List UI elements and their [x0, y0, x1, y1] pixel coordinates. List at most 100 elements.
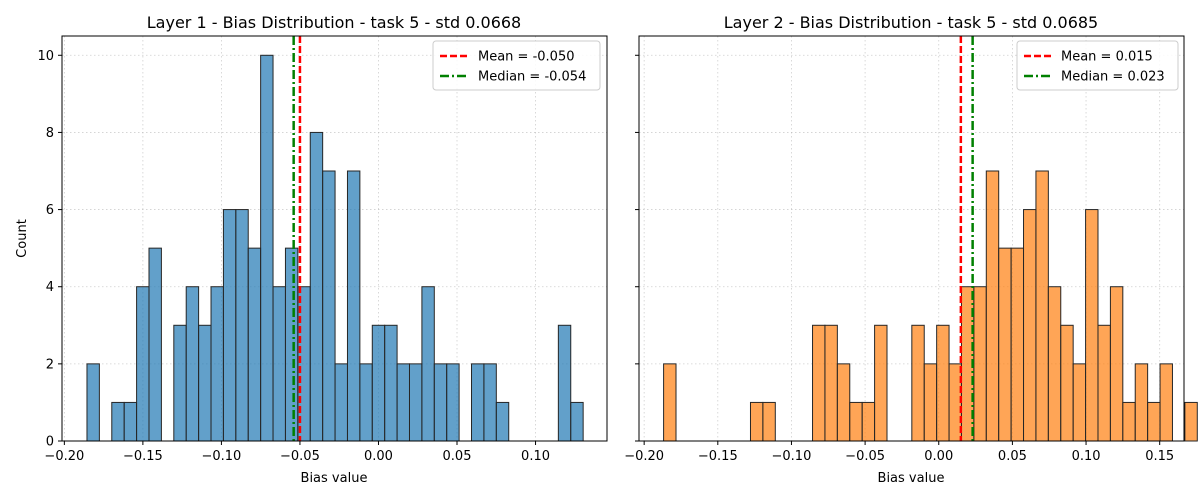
chart-2-bar: [1097, 324, 1111, 442]
chart-2-bar: [936, 324, 950, 442]
chart-2-bar: [985, 170, 1000, 442]
chart-2-bar: [861, 401, 876, 442]
chart-2-y-ticks: [635, 54, 639, 442]
chart-1-bars: [86, 54, 584, 442]
chart-2-bar: [824, 324, 838, 442]
chart-1-bar: [346, 170, 361, 442]
chart-2-bar: [812, 324, 826, 442]
chart-1-bar: [446, 363, 460, 442]
chart-2-bar: [836, 363, 851, 442]
chart-1-xlabel: Bias value: [301, 471, 368, 486]
chart-1-bar: [148, 247, 162, 442]
chart-1-bar: [421, 286, 435, 442]
chart-1-bar: [471, 363, 485, 442]
chart-2-bar: [663, 363, 677, 442]
chart-2-xtick-label: −0.10: [772, 449, 812, 464]
chart-2-bar: [849, 401, 863, 442]
chart-2-x-ticks: −0.20 −0.15 −0.10 −0.05 0.00 0.05 0.10 0.15: [624, 441, 1174, 464]
chart-2-legend-mean-label: Mean = 0.015: [1061, 50, 1153, 65]
chart-2-xtick-label: −0.15: [698, 449, 738, 464]
chart-1-bar: [198, 324, 212, 442]
chart-2-bar: [1060, 324, 1074, 442]
chart-2-bar: [1023, 209, 1037, 442]
chart-1-bar: [136, 286, 150, 442]
chart-1-bar: [396, 363, 410, 442]
chart-2-bar: [1035, 170, 1049, 442]
chart-2-bar: [1184, 401, 1198, 442]
chart-1-ytick-label: 8: [46, 126, 54, 141]
chart-1-ytick-label: 4: [46, 280, 54, 295]
chart-1-bar: [322, 170, 336, 442]
chart-1-ytick-label: 6: [46, 203, 54, 218]
chart-1-bar: [260, 54, 274, 442]
chart-layer-2: Layer 2 - Bias Distribution - task 5 - s…: [624, 13, 1198, 486]
chart-2-bar: [874, 324, 888, 442]
chart-2-bar: [762, 401, 776, 442]
chart-1-bar: [408, 363, 423, 442]
chart-1-bar: [284, 247, 299, 442]
chart-1-bar: [222, 209, 237, 442]
chart-1-bar: [86, 363, 100, 442]
chart-2-plot-frame: [638, 35, 1185, 442]
chart-2-legend: Mean = 0.015 Median = 0.023: [1016, 40, 1179, 91]
chart-1-bar: [247, 247, 262, 442]
chart-1-bar: [309, 131, 324, 442]
chart-1-xtick-label: 0.10: [521, 449, 550, 464]
chart-2-title: Layer 2 - Bias Distribution - task 5 - s…: [724, 13, 1098, 32]
chart-2-bar: [923, 363, 938, 442]
chart-1-bar: [123, 401, 138, 442]
chart-2-reference-lines: [959, 36, 974, 441]
chart-2-xtick-label: 0.15: [1145, 449, 1174, 464]
chart-1-bar: [334, 363, 348, 442]
chart-2-bars: [663, 170, 1198, 442]
chart-1-legend-box: [432, 40, 601, 91]
chart-1-title: Layer 1 - Bias Distribution - task 5 - s…: [147, 13, 521, 32]
chart-1-bar: [483, 363, 497, 442]
chart-1-x-ticks: −0.20 −0.15 −0.10 −0.05 0.00 0.05 0.10: [44, 441, 550, 464]
chart-1-bar: [433, 363, 448, 442]
chart-2-bar: [1122, 401, 1136, 442]
chart-1-bar: [570, 401, 584, 442]
chart-2-xtick-label: 0.05: [998, 449, 1027, 464]
chart-1-bar: [173, 324, 187, 442]
chart-1-xtick-label: −0.05: [280, 449, 320, 464]
chart-1-legend: Mean = -0.050 Median = -0.054: [432, 40, 601, 91]
chart-2-bar: [973, 286, 987, 442]
chart-2-xtick-label: 0.10: [1072, 449, 1101, 464]
chart-1-bar: [557, 324, 572, 442]
chart-1-reference-lines: [292, 36, 302, 441]
chart-2-bar: [911, 324, 925, 442]
chart-2-bar: [1159, 363, 1173, 442]
chart-2-bar: [1047, 286, 1062, 442]
chart-1-bar: [185, 286, 200, 442]
chart-1-ytick-label: 10: [37, 49, 54, 64]
chart-1-ytick-label: 2: [46, 357, 54, 372]
y-axis-label: Count: [15, 219, 30, 258]
chart-2-legend-box: [1016, 40, 1179, 91]
chart-1-bar: [111, 401, 125, 442]
chart-1-xtick-label: 0.00: [364, 449, 393, 464]
chart-1-bar: [235, 209, 249, 442]
chart-1-legend-mean-label: Mean = -0.050: [478, 50, 574, 65]
chart-1-xtick-label: −0.15: [123, 449, 163, 464]
chart-1-legend-median-label: Median = -0.054: [478, 70, 586, 85]
chart-layer-1: Layer 1 - Bias Distribution - task 5 - s…: [15, 13, 608, 486]
chart-2-bar: [1147, 401, 1161, 442]
chart-2-bar: [1010, 247, 1025, 442]
chart-2-xtick-label: −0.05: [845, 449, 885, 464]
chart-2-bar: [1109, 286, 1124, 442]
chart-1-bar: [495, 401, 510, 442]
chart-1-xtick-label: −0.20: [44, 449, 84, 464]
chart-1-ytick-label: 0: [46, 435, 54, 450]
chart-2-bar: [998, 247, 1012, 442]
chart-2-legend-median-label: Median = 0.023: [1061, 70, 1165, 85]
chart-1-bar: [359, 363, 373, 442]
chart-1-bar: [210, 286, 224, 442]
chart-2-xtick-label: −0.20: [624, 449, 664, 464]
chart-2-bar: [1134, 363, 1149, 442]
chart-2-xlabel: Bias value: [878, 471, 945, 486]
chart-1-xtick-label: −0.10: [201, 449, 241, 464]
chart-2-bar: [749, 401, 764, 442]
chart-1-bar: [272, 286, 286, 442]
